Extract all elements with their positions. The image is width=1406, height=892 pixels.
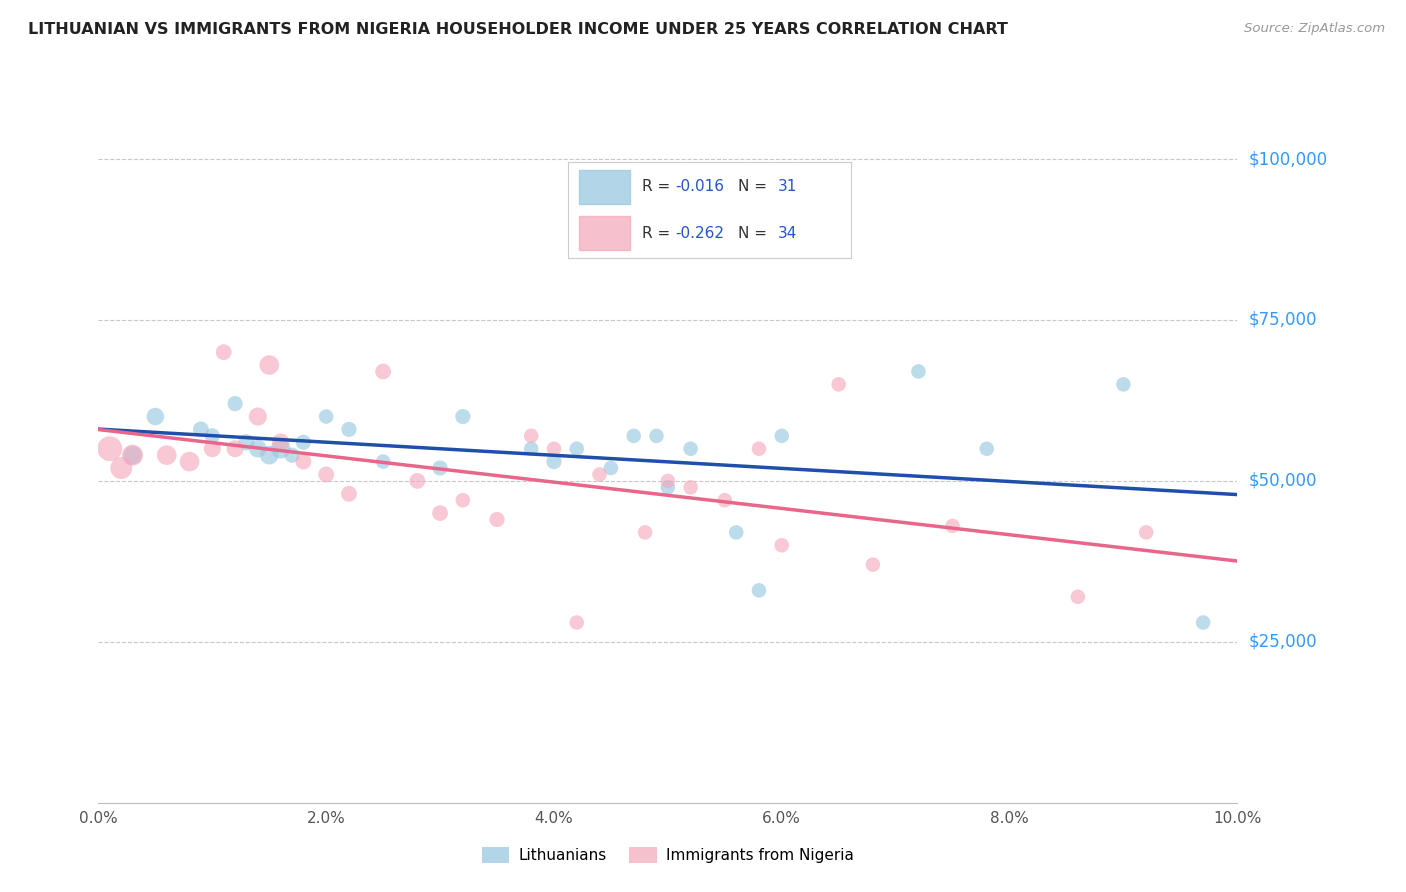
Text: $100,000: $100,000 — [1249, 150, 1327, 168]
Point — [235, 435, 257, 450]
Point — [337, 422, 360, 436]
Point — [520, 442, 543, 456]
Point — [337, 487, 360, 501]
Point — [224, 397, 246, 411]
Point — [292, 435, 315, 450]
Text: R =: R = — [641, 179, 675, 194]
Point — [942, 519, 965, 533]
Bar — [579, 216, 630, 251]
Point — [281, 448, 304, 462]
Point — [190, 422, 212, 436]
Point — [121, 448, 143, 462]
Point — [201, 442, 224, 456]
Point — [212, 345, 235, 359]
Point — [406, 474, 429, 488]
Point — [179, 454, 201, 468]
Point — [246, 409, 269, 424]
Point — [156, 448, 179, 462]
Point — [828, 377, 851, 392]
Point — [145, 409, 167, 424]
Point — [588, 467, 610, 482]
Point — [315, 467, 337, 482]
Point — [565, 442, 588, 456]
Text: 31: 31 — [778, 179, 797, 194]
Point — [770, 538, 793, 552]
Point — [429, 506, 451, 520]
Point — [429, 461, 451, 475]
Point — [565, 615, 588, 630]
Text: $75,000: $75,000 — [1249, 311, 1317, 329]
Point — [976, 442, 998, 456]
Point — [121, 448, 143, 462]
Point — [748, 442, 770, 456]
Point — [679, 480, 702, 494]
Point — [725, 525, 748, 540]
Point — [373, 364, 395, 378]
Text: -0.016: -0.016 — [676, 179, 724, 194]
Point — [1135, 525, 1157, 540]
Point — [770, 429, 793, 443]
Text: 34: 34 — [778, 226, 797, 241]
Point — [315, 409, 337, 424]
Point — [543, 454, 565, 468]
Text: R =: R = — [641, 226, 675, 241]
Point — [748, 583, 770, 598]
Point — [292, 454, 315, 468]
Point — [645, 429, 668, 443]
Point — [600, 461, 623, 475]
Point — [1067, 590, 1090, 604]
Point — [451, 409, 474, 424]
Point — [714, 493, 737, 508]
Point — [259, 358, 281, 372]
Point — [270, 435, 292, 450]
Text: -0.262: -0.262 — [676, 226, 724, 241]
Point — [657, 474, 679, 488]
Legend: Lithuanians, Immigrants from Nigeria: Lithuanians, Immigrants from Nigeria — [475, 841, 860, 869]
Text: $25,000: $25,000 — [1249, 632, 1317, 651]
Point — [657, 480, 679, 494]
Bar — [579, 169, 630, 204]
Text: Source: ZipAtlas.com: Source: ZipAtlas.com — [1244, 22, 1385, 36]
Point — [907, 364, 929, 378]
Point — [520, 429, 543, 443]
Text: N =: N = — [738, 226, 772, 241]
Point — [110, 461, 132, 475]
Point — [373, 454, 395, 468]
Text: $50,000: $50,000 — [1249, 472, 1317, 490]
Point — [679, 442, 702, 456]
Text: N =: N = — [738, 179, 772, 194]
Point — [224, 442, 246, 456]
Point — [246, 442, 269, 456]
Point — [451, 493, 474, 508]
Point — [259, 448, 281, 462]
Point — [634, 525, 657, 540]
Point — [270, 442, 292, 456]
Point — [486, 512, 509, 526]
Point — [1192, 615, 1215, 630]
Text: LITHUANIAN VS IMMIGRANTS FROM NIGERIA HOUSEHOLDER INCOME UNDER 25 YEARS CORRELAT: LITHUANIAN VS IMMIGRANTS FROM NIGERIA HO… — [28, 22, 1008, 37]
Point — [543, 442, 565, 456]
Point — [201, 429, 224, 443]
Point — [98, 442, 121, 456]
Point — [1112, 377, 1135, 392]
Point — [862, 558, 884, 572]
Point — [623, 429, 645, 443]
